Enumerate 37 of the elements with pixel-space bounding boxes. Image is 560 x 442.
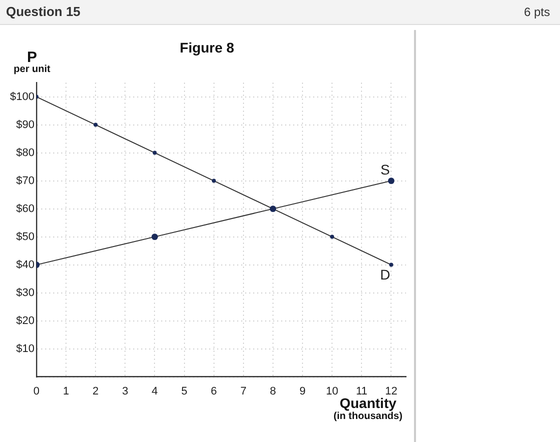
chart-title: Figure 8 [180, 39, 234, 56]
x-tick-label: 10 [326, 385, 338, 398]
x-tick-label: 7 [240, 385, 246, 398]
y-tick-label: $90 [16, 118, 34, 131]
x-tick-label: 5 [181, 385, 188, 398]
y-tick-label: $50 [16, 230, 34, 243]
x-tick-label: 12 [385, 385, 398, 398]
point [389, 262, 394, 267]
y-axis-title: P per unit [12, 49, 52, 76]
y-tick-label: $20 [16, 314, 34, 327]
x-tick-label: 2 [92, 385, 99, 398]
x-tick-label: 3 [122, 385, 128, 398]
y-tick-label: $60 [16, 202, 34, 215]
point [388, 178, 394, 184]
x-tick-label: 4 [152, 385, 158, 398]
y-tick-label: $40 [16, 258, 34, 271]
y-tick-label: $100 [10, 90, 34, 103]
x-tick-label: 1 [62, 385, 70, 398]
x-tick-label: 11 [356, 385, 368, 398]
point [212, 178, 216, 183]
series-label: S [380, 162, 390, 178]
point [152, 150, 157, 155]
x-tick-label: 9 [299, 385, 306, 398]
point [94, 122, 98, 127]
text: 6 pts [524, 5, 550, 19]
x-tick-label: 0 [33, 385, 40, 398]
x-tick-label: 6 [210, 385, 217, 398]
series-label: D [380, 266, 390, 283]
point [152, 234, 158, 240]
text: Question 15 [6, 4, 80, 19]
y-tick-label: $70 [16, 174, 34, 187]
y-tick-label: $10 [16, 342, 34, 355]
x-axis-title: Quantity (in thousands) [332, 395, 404, 424]
y-tick-label: $80 [16, 146, 34, 159]
x-tick-label: 8 [270, 385, 276, 398]
y-tick-label: $30 [16, 286, 34, 299]
point [330, 234, 334, 239]
